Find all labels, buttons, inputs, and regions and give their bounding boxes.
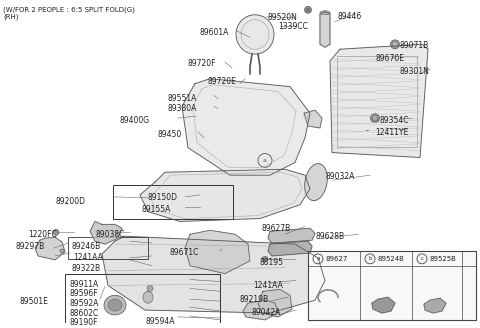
Ellipse shape	[320, 11, 330, 15]
Text: 89190F: 89190F	[70, 318, 98, 327]
Text: 89322B: 89322B	[72, 264, 101, 273]
Text: 89720F: 89720F	[188, 59, 216, 68]
Polygon shape	[90, 221, 122, 244]
Text: 89627B: 89627B	[261, 224, 290, 234]
Text: 12411YE: 12411YE	[375, 128, 408, 137]
Text: 89219B: 89219B	[240, 295, 269, 304]
Polygon shape	[182, 79, 310, 175]
Text: 89911A: 89911A	[70, 279, 99, 289]
Text: 88602C: 88602C	[70, 309, 99, 318]
Polygon shape	[258, 289, 292, 317]
Text: (W/FOR 2 PEOPLE : 6:5 SPLIT FOLD(G): (W/FOR 2 PEOPLE : 6:5 SPLIT FOLD(G)	[3, 7, 135, 13]
Text: 89150D: 89150D	[148, 193, 178, 202]
Text: 89501E: 89501E	[20, 297, 49, 306]
Ellipse shape	[372, 116, 377, 121]
Text: 1220FC: 1220FC	[28, 230, 57, 239]
Polygon shape	[243, 300, 278, 320]
Ellipse shape	[236, 15, 274, 54]
Bar	[113, 185, 233, 219]
Polygon shape	[424, 298, 446, 313]
Text: 89400G: 89400G	[120, 116, 150, 125]
Polygon shape	[268, 241, 312, 256]
Text: 89592A: 89592A	[70, 299, 99, 308]
Ellipse shape	[53, 229, 59, 235]
Ellipse shape	[306, 8, 310, 12]
Polygon shape	[372, 297, 395, 313]
Text: 1241AA: 1241AA	[73, 253, 103, 262]
Ellipse shape	[305, 164, 327, 201]
Text: 89525B: 89525B	[429, 256, 456, 262]
Text: 89038C: 89038C	[95, 230, 124, 239]
Ellipse shape	[143, 291, 153, 303]
Text: 89671C: 89671C	[170, 248, 199, 257]
Text: 89301N: 89301N	[399, 67, 429, 76]
Text: a: a	[263, 158, 267, 163]
Ellipse shape	[304, 7, 312, 13]
Text: 89450: 89450	[158, 130, 182, 139]
Text: 89551A: 89551A	[168, 93, 197, 103]
Bar	[68, 237, 148, 259]
Text: 89071B: 89071B	[400, 41, 429, 50]
Text: 89520N: 89520N	[268, 13, 298, 22]
Text: 89446: 89446	[337, 12, 361, 21]
Text: 1241AA: 1241AA	[253, 280, 283, 290]
Ellipse shape	[393, 42, 397, 47]
Text: 89596F: 89596F	[70, 289, 98, 298]
Polygon shape	[330, 44, 428, 157]
Ellipse shape	[104, 295, 126, 315]
Polygon shape	[320, 12, 330, 47]
Text: b: b	[368, 256, 372, 261]
Ellipse shape	[60, 249, 64, 253]
Text: 89246B: 89246B	[72, 242, 101, 251]
Ellipse shape	[108, 299, 122, 311]
Polygon shape	[304, 110, 322, 128]
Bar	[65, 274, 220, 326]
Polygon shape	[35, 237, 65, 260]
Text: 89670E: 89670E	[375, 54, 404, 63]
Text: 89297B: 89297B	[16, 242, 45, 251]
Text: 89720E: 89720E	[208, 77, 237, 86]
Text: c: c	[420, 256, 423, 261]
Polygon shape	[140, 169, 310, 221]
Text: 89628B: 89628B	[316, 232, 345, 241]
Text: 89032A: 89032A	[326, 172, 355, 181]
Ellipse shape	[371, 114, 380, 123]
Text: 1339CC: 1339CC	[278, 22, 308, 31]
Text: 89200D: 89200D	[55, 197, 85, 206]
Bar	[337, 56, 417, 147]
Ellipse shape	[147, 285, 153, 291]
Polygon shape	[268, 228, 315, 243]
Text: 89601A: 89601A	[200, 28, 229, 36]
Bar	[308, 251, 476, 320]
Text: (RH): (RH)	[3, 14, 19, 20]
Text: 88195: 88195	[260, 258, 284, 267]
Polygon shape	[102, 236, 325, 313]
Text: 89594A: 89594A	[145, 317, 175, 326]
Text: 89354C: 89354C	[380, 116, 409, 125]
Text: 89524B: 89524B	[377, 256, 404, 262]
Polygon shape	[185, 230, 250, 274]
Text: 89627: 89627	[325, 256, 348, 262]
Text: a: a	[316, 256, 320, 261]
Ellipse shape	[262, 256, 268, 261]
Text: 89042A: 89042A	[252, 308, 281, 317]
Text: 89380A: 89380A	[168, 104, 197, 113]
Text: 89155A: 89155A	[142, 205, 171, 214]
Ellipse shape	[391, 40, 399, 49]
